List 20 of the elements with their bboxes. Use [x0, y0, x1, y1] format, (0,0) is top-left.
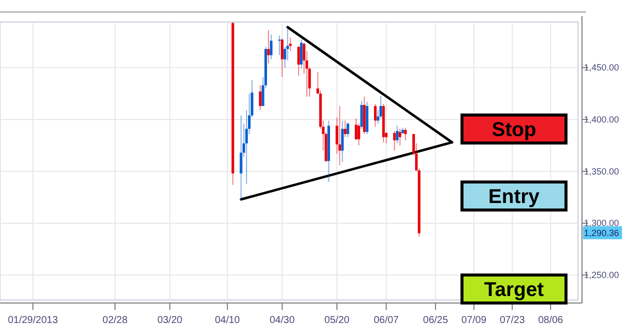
x-tick-label: 05/20 — [324, 315, 350, 326]
x-tick-label: 07/23 — [500, 315, 526, 326]
x-tick-label: 06/25 — [423, 315, 448, 326]
x-tick-label: 04/30 — [270, 315, 296, 326]
y-tick-label: 1,400.00 — [584, 114, 620, 125]
y-tick-label: 1,250.00 — [584, 270, 620, 280]
x-tick-label: 01/29/2013 — [8, 315, 58, 326]
x-tick-label: 07/09 — [461, 315, 487, 326]
x-tick-label: 02/28 — [102, 315, 128, 326]
y-tick-label: 1,350.00 — [584, 166, 620, 176]
y-tick-label: 1,450.00 — [584, 62, 620, 73]
annotation: Stop — [492, 119, 536, 141]
x-tick-label: 08/06 — [538, 315, 564, 326]
x-tick-label: 06/07 — [374, 315, 400, 326]
x-tick-label: 04/10 — [214, 315, 240, 326]
annotation: Entry — [488, 186, 540, 208]
x-tick-label: 03/20 — [157, 315, 183, 326]
text: 1,290.36 — [584, 228, 620, 238]
annotation: Target — [484, 279, 544, 301]
y-tick-label: 1,300.00 — [584, 218, 620, 228]
